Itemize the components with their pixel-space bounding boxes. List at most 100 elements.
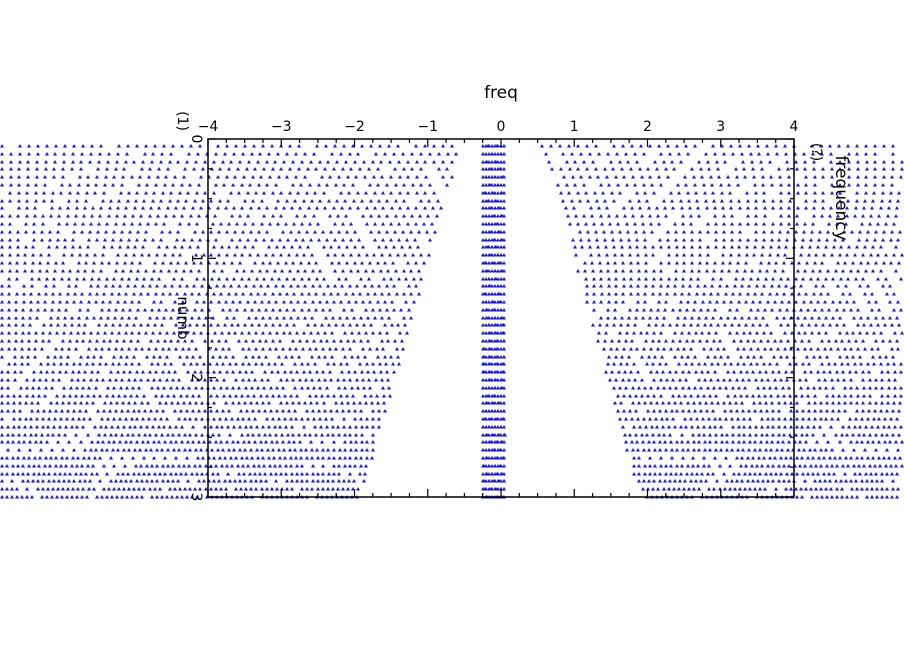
data-point: [332, 362, 336, 366]
data-point: [85, 316, 89, 320]
data-point: [648, 464, 652, 468]
data-point: [612, 245, 616, 249]
data-point: [849, 269, 853, 273]
data-point: [247, 316, 251, 320]
data-point: [891, 355, 895, 359]
data-point: [234, 292, 238, 296]
data-point: [490, 308, 494, 312]
data-point: [77, 417, 81, 421]
data-point: [868, 386, 872, 390]
data-point: [152, 191, 156, 195]
data-point: [731, 440, 735, 444]
data-point: [660, 355, 664, 359]
data-point: [829, 487, 833, 491]
data-point: [870, 495, 874, 499]
data-point: [260, 199, 264, 203]
data-point: [891, 152, 895, 156]
data-point: [39, 370, 43, 374]
data-point: [872, 417, 876, 421]
data-point: [78, 175, 82, 179]
data-point: [76, 269, 80, 273]
data-point: [55, 331, 59, 335]
data-point: [204, 487, 208, 491]
data-point: [663, 479, 667, 483]
data-point: [5, 464, 9, 468]
data-point: [605, 253, 609, 257]
data-point: [818, 230, 822, 234]
data-point: [833, 456, 837, 460]
data-point: [26, 175, 30, 179]
data-point: [490, 479, 494, 483]
data-point: [184, 472, 188, 476]
data-point: [890, 472, 894, 476]
data-point: [887, 378, 891, 382]
data-point: [795, 409, 799, 413]
data-point: [228, 394, 232, 398]
data-point: [212, 292, 216, 296]
data-point: [642, 479, 646, 483]
data-point: [241, 292, 245, 296]
data-point: [333, 253, 337, 257]
data-point: [684, 425, 688, 429]
data-point: [111, 448, 115, 452]
data-point: [807, 323, 811, 327]
data-point: [210, 339, 214, 343]
data-point: [193, 308, 197, 312]
data-point: [277, 394, 281, 398]
data-point: [864, 472, 868, 476]
data-point: [368, 347, 372, 351]
data-point: [292, 277, 296, 281]
data-point: [790, 472, 794, 476]
data-point: [112, 487, 116, 491]
data-point: [273, 464, 277, 468]
data-point: [328, 370, 332, 374]
data-point: [199, 370, 203, 374]
data-point: [50, 206, 54, 210]
data-point: [811, 222, 815, 226]
data-point: [496, 425, 500, 429]
data-point: [200, 417, 204, 421]
data-point: [559, 191, 563, 195]
data-point: [380, 378, 384, 382]
data-point: [336, 487, 340, 491]
data-point: [490, 277, 494, 281]
data-point: [377, 245, 381, 249]
data-point: [145, 479, 149, 483]
data-point: [777, 417, 781, 421]
data-point: [730, 238, 734, 242]
data-point: [891, 144, 895, 148]
data-point: [130, 417, 134, 421]
data-point: [90, 214, 94, 218]
data-point: [690, 472, 694, 476]
data-point: [502, 253, 506, 257]
data-point: [360, 448, 364, 452]
data-point: [787, 191, 791, 195]
data-point: [419, 253, 423, 257]
data-point: [484, 160, 488, 164]
data-point: [840, 487, 844, 491]
data-point: [761, 183, 765, 187]
data-point: [330, 152, 334, 156]
data-point: [300, 417, 304, 421]
data-point: [599, 284, 603, 288]
data-point: [830, 183, 834, 187]
data-point: [661, 323, 665, 327]
data-point: [275, 409, 279, 413]
data-point: [27, 339, 31, 343]
data-point: [728, 401, 732, 405]
data-point: [668, 433, 672, 437]
data-point: [781, 386, 785, 390]
data-point: [197, 479, 201, 483]
data-point: [756, 277, 760, 281]
data-point: [692, 308, 696, 312]
data-point: [332, 440, 336, 444]
data-point: [889, 464, 893, 468]
data-point: [352, 316, 356, 320]
data-point: [122, 339, 126, 343]
data-point: [78, 479, 82, 483]
data-point: [801, 417, 805, 421]
data-point: [86, 464, 90, 468]
data-point: [23, 433, 27, 437]
data-point: [192, 261, 196, 265]
data-point: [256, 160, 260, 164]
